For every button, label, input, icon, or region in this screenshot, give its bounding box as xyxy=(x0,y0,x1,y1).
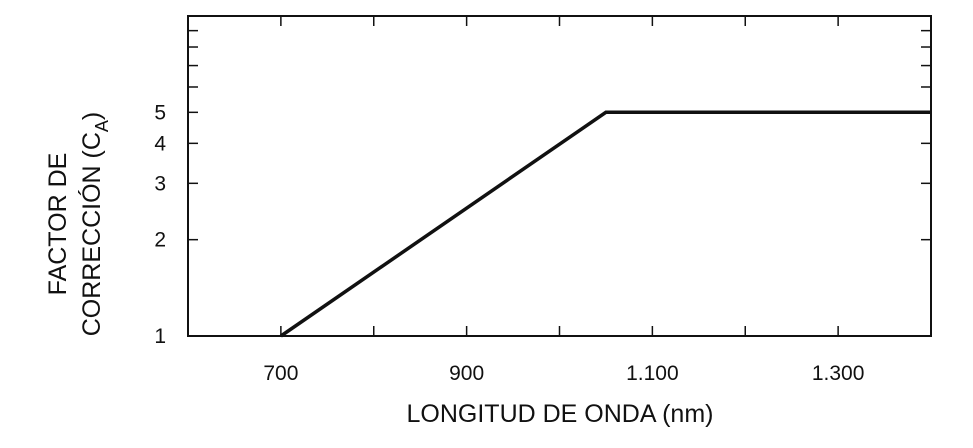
y-axis-title-subscript: A xyxy=(92,120,112,132)
plot-frame xyxy=(187,15,932,337)
x-tick-labels: 700 900 1.100 1.300 xyxy=(263,362,864,385)
x-tick-label-900: 900 xyxy=(449,362,484,385)
y-tick-labels: 1 2 3 4 5 xyxy=(154,101,166,348)
y-tick-label-4: 4 xyxy=(154,132,166,155)
x-tick-label-1300: 1.300 xyxy=(812,362,865,385)
y-tick-label-2: 2 xyxy=(154,229,166,252)
x-tick-label-1100: 1.100 xyxy=(626,362,679,385)
y-tick-label-5: 5 xyxy=(154,101,166,124)
y-tick-label-1: 1 xyxy=(154,325,166,348)
y-tick-label-3: 3 xyxy=(154,172,166,195)
x-tick-label-700: 700 xyxy=(263,362,298,385)
y-axis-title-main: CORRECCIÓN (C xyxy=(77,132,106,336)
y-axis-title-line2: CORRECCIÓN (CA) xyxy=(77,112,112,337)
x-axis-title: LONGITUD DE ONDA (nm) xyxy=(407,400,714,428)
tick-marks xyxy=(187,15,932,337)
series-layer xyxy=(279,110,931,338)
y-axis-title-close: ) xyxy=(78,112,106,120)
y-axis-title-line1: FACTOR DE xyxy=(44,153,72,296)
series-line-0 xyxy=(279,110,931,338)
